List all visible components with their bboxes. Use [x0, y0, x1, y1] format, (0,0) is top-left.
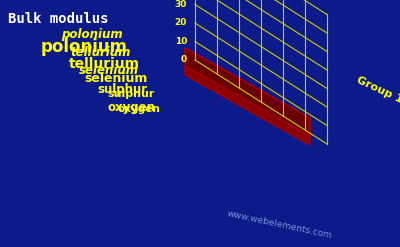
Text: sulphur: sulphur	[97, 82, 147, 96]
Text: 10: 10	[175, 37, 187, 46]
Text: tellurium: tellurium	[71, 46, 131, 60]
Polygon shape	[185, 48, 310, 136]
Text: selenium: selenium	[85, 73, 148, 85]
Text: Group 16: Group 16	[355, 75, 400, 109]
Text: sulphur: sulphur	[108, 89, 155, 99]
Text: Bulk modulus: Bulk modulus	[8, 12, 108, 26]
Text: 20: 20	[175, 19, 187, 27]
Polygon shape	[185, 48, 310, 145]
Text: polonium: polonium	[41, 38, 128, 56]
Text: polonium: polonium	[61, 28, 123, 41]
Text: 30: 30	[175, 0, 187, 9]
Text: www.webelements.com: www.webelements.com	[227, 209, 333, 241]
Text: 0: 0	[181, 56, 187, 64]
Text: oxygen: oxygen	[117, 104, 160, 114]
Text: tellurium: tellurium	[69, 57, 140, 71]
Text: oxygen: oxygen	[107, 101, 155, 114]
Text: selenium: selenium	[79, 64, 139, 78]
